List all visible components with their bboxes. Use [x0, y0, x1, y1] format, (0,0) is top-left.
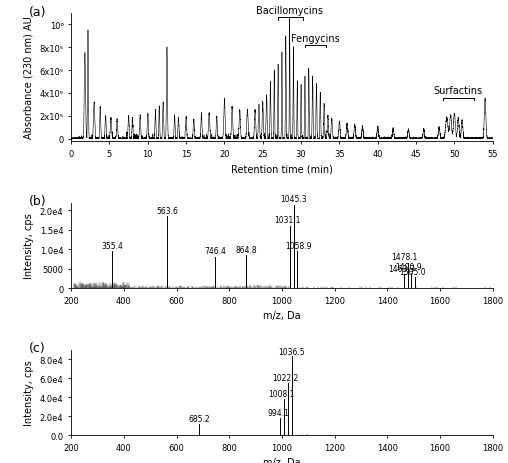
Text: Fengycins: Fengycins [291, 34, 339, 44]
Text: 1022.2: 1022.2 [272, 374, 298, 382]
Text: 1463.3: 1463.3 [388, 264, 415, 273]
Text: 355.4: 355.4 [101, 241, 123, 250]
Y-axis label: Intensity, cps: Intensity, cps [24, 213, 35, 279]
X-axis label: m/z, Da: m/z, Da [263, 311, 301, 320]
Text: 1058.9: 1058.9 [285, 241, 312, 250]
Y-axis label: Absorbance (230 nm) AU: Absorbance (230 nm) AU [24, 17, 34, 139]
Text: Surfactins: Surfactins [434, 86, 483, 96]
Text: 1478.1: 1478.1 [392, 253, 418, 262]
Text: Bacillomycins: Bacillomycins [256, 6, 323, 16]
Text: 563.6: 563.6 [156, 206, 178, 215]
Text: 864.8: 864.8 [236, 245, 257, 254]
Text: (a): (a) [29, 6, 46, 19]
Text: 685.2: 685.2 [188, 414, 210, 423]
Text: (b): (b) [29, 195, 47, 208]
X-axis label: m/z, Da: m/z, Da [263, 457, 301, 463]
Text: 1036.5: 1036.5 [278, 347, 305, 356]
Text: 746.4: 746.4 [204, 247, 226, 256]
Text: 1045.3: 1045.3 [280, 194, 307, 204]
Text: 1490.9: 1490.9 [395, 263, 422, 271]
Text: (c): (c) [29, 342, 46, 355]
Text: 1505.0: 1505.0 [399, 267, 426, 276]
X-axis label: Retention time (min): Retention time (min) [231, 164, 333, 174]
Text: 1031.1: 1031.1 [274, 216, 301, 225]
Text: 994.1: 994.1 [267, 408, 289, 418]
Y-axis label: Intensity, cps: Intensity, cps [24, 360, 34, 425]
Text: 1008.1: 1008.1 [268, 389, 295, 399]
